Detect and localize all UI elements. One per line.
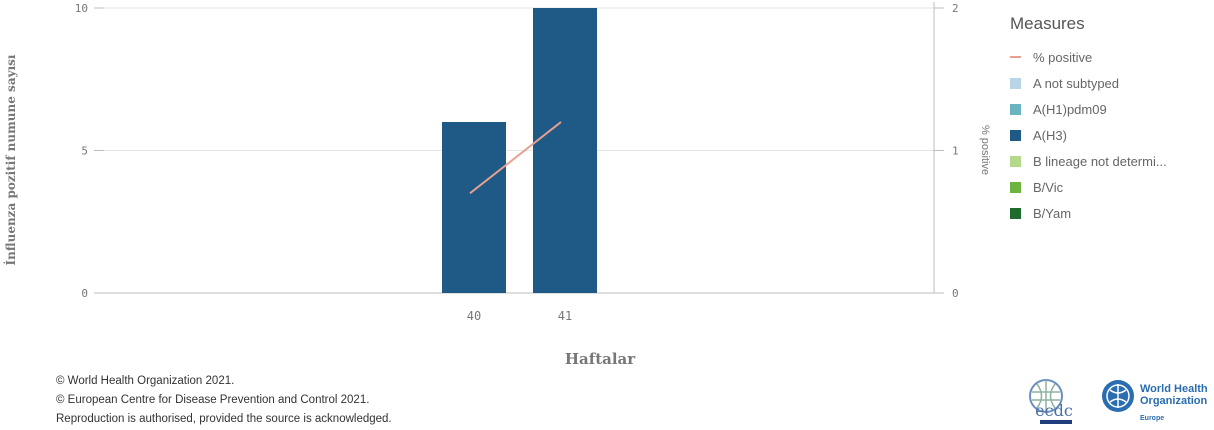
- who-logo-line-3: Europe: [1140, 415, 1164, 422]
- who-logo-line-1: World Health: [1140, 383, 1208, 395]
- legend-item-6: B/Yam: [1010, 200, 1210, 226]
- legend-item-2: A(H1)pdm09: [1010, 96, 1210, 122]
- footer-line-2: © European Centre for Disease Prevention…: [56, 394, 370, 406]
- legend-item-1: A not subtyped: [1010, 70, 1210, 96]
- who-logo-line-2: Organization: [1140, 395, 1208, 407]
- bar-40-a-h3-: [442, 122, 506, 293]
- x-tick-40: 40: [467, 309, 481, 323]
- bar-41-a-h3-: [533, 8, 597, 293]
- legend-swatch-6: [1010, 207, 1021, 219]
- x-tick-41: 41: [558, 309, 572, 323]
- legend-swatch-3: [1010, 129, 1021, 141]
- legend-label-5: B/Vic: [1033, 179, 1064, 195]
- legend-item-0: % positive: [1010, 44, 1210, 70]
- legend: Measures % positive A not subtyped A(H1)pd…: [1010, 14, 1210, 226]
- legend-item-4: B lineage not determi...: [1010, 148, 1210, 174]
- footer-line-3: Reproduction is authorised, provided the…: [56, 413, 392, 425]
- legend-item-3: A(H3): [1010, 122, 1210, 148]
- legend-item-5: B/Vic: [1010, 174, 1210, 200]
- y-axis-right-title: % positive: [979, 125, 991, 175]
- legend-label-3: A(H3): [1033, 127, 1067, 143]
- legend-title: Measures: [1010, 14, 1085, 33]
- y-tick-left-0: 0: [81, 287, 88, 300]
- footer-copyright: © World Health Organization 2021. © Euro…: [56, 372, 392, 429]
- line-positive-series: [469, 121, 562, 195]
- y-tick-right-1: 1: [952, 145, 959, 158]
- footer-line-1: © World Health Organization 2021.: [56, 375, 235, 387]
- legend-swatch-0: [1010, 56, 1021, 58]
- legend-swatch-2: [1010, 103, 1021, 115]
- legend-swatch-1: [1010, 77, 1021, 89]
- x-axis-title: Haftalar: [564, 350, 636, 368]
- y-tick-right-0: 0: [952, 287, 959, 300]
- ecdc-logo-text: ecdc: [1035, 401, 1073, 420]
- legend-label-2: A(H1)pdm09: [1033, 101, 1107, 117]
- legend-label-0: % positive: [1033, 49, 1093, 65]
- y-tick-right-2: 2: [952, 2, 959, 15]
- legend-swatch-4: [1010, 155, 1021, 167]
- who-logo: World Health Organization Europe: [1102, 380, 1208, 422]
- legend-label-1: A not subtyped: [1033, 75, 1120, 91]
- legend-label-4: B lineage not determi...: [1033, 153, 1167, 169]
- ecdc-logo: ecdc: [1029, 379, 1073, 424]
- y-axis-left-title: İnfluenza pozitif numune sayısı: [4, 54, 18, 266]
- y-tick-left-1: 5: [81, 145, 88, 158]
- y-tick-left-2: 10: [75, 2, 88, 15]
- legend-swatch-5: [1010, 181, 1021, 193]
- legend-label-6: B/Yam: [1033, 205, 1072, 221]
